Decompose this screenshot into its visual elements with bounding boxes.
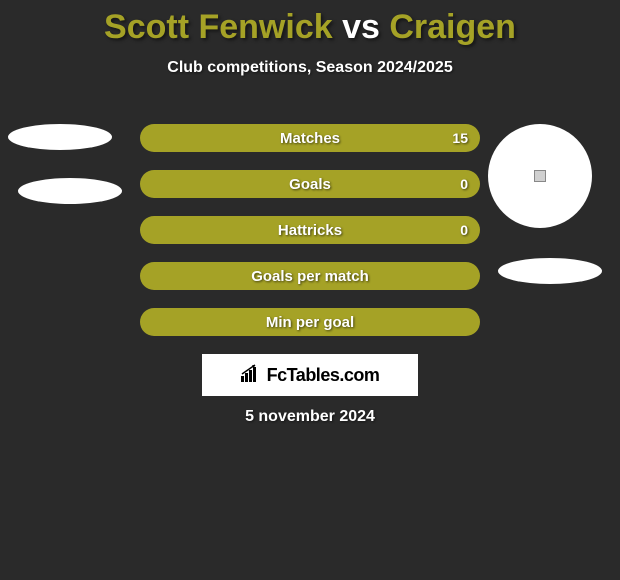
stat-label: Goals per match	[251, 268, 369, 285]
stat-bar: Hattricks 0	[140, 216, 480, 244]
right-circle	[488, 124, 592, 228]
chart-icon	[241, 364, 263, 387]
stat-label: Matches	[280, 130, 340, 147]
logo-box: FcTables.com	[202, 354, 418, 396]
stat-value: 0	[460, 176, 468, 192]
vs-text: vs	[333, 8, 390, 46]
right-ellipse	[498, 258, 602, 284]
left-ellipse-1	[8, 124, 112, 150]
stat-label: Goals	[289, 176, 331, 193]
date-text: 5 november 2024	[0, 408, 620, 426]
stat-bar: Goals 0	[140, 170, 480, 198]
comparison-title: Scott Fenwick vs Craigen	[0, 0, 620, 47]
player1-name: Scott Fenwick	[104, 8, 333, 46]
placeholder-icon	[534, 170, 546, 182]
stat-bar: Min per goal	[140, 308, 480, 336]
subtitle: Club competitions, Season 2024/2025	[0, 59, 620, 77]
logo-text: FcTables.com	[267, 365, 380, 386]
stat-label: Min per goal	[266, 314, 354, 331]
stats-bars: Matches 15 Goals 0 Hattricks 0 Goals per…	[140, 124, 480, 354]
stat-label: Hattricks	[278, 222, 342, 239]
left-ellipse-2	[18, 178, 122, 204]
player2-name: Craigen	[389, 8, 516, 46]
stat-bar: Matches 15	[140, 124, 480, 152]
stat-value: 15	[452, 130, 468, 146]
stat-bar: Goals per match	[140, 262, 480, 290]
stat-value: 0	[460, 222, 468, 238]
